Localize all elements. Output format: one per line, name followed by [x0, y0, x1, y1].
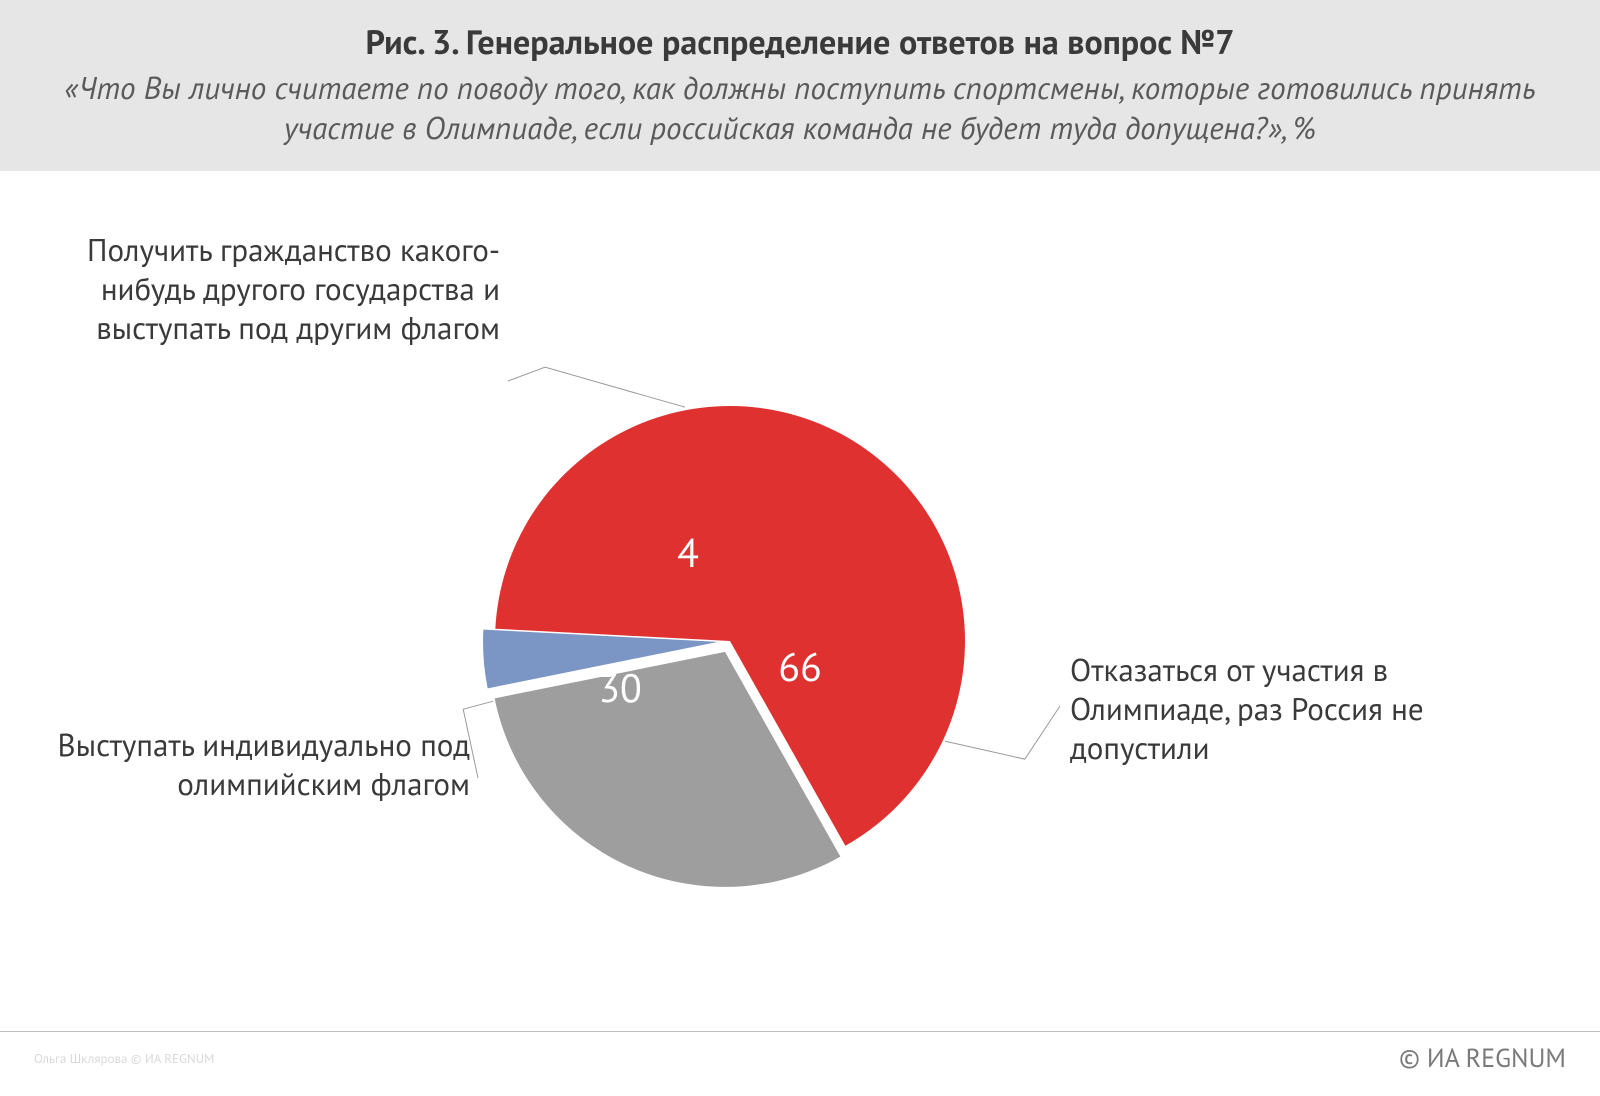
slice-value: 30 — [598, 662, 642, 714]
chart-area: 66 30 4 Отказаться от участия в Олимпиаде,… — [0, 171, 1600, 1031]
chart-subtitle: «Что Вы лично считаете по поводу того, к… — [60, 68, 1540, 147]
leader-line — [945, 706, 1060, 759]
footer: Ольга Шклярова © ИА REGNUM © ИА REGNUM — [0, 1031, 1600, 1075]
slice-value: 4 — [677, 527, 699, 579]
leader-line — [508, 368, 685, 408]
chart-title: Рис. 3. Генеральное распределение ответо… — [60, 20, 1540, 64]
footer-credit-right: © ИА REGNUM — [1399, 1042, 1566, 1075]
slice-label: Отказаться от участия в Олимпиаде, раз Р… — [1070, 651, 1490, 767]
slice-label: Выступать индивидуально под олимпийским … — [30, 726, 470, 804]
slice-value: 66 — [778, 641, 822, 693]
footer-credit-left: Ольга Шклярова © ИА REGNUM — [34, 1050, 214, 1067]
slice-label: Получить гражданство какого-нибудь друго… — [80, 231, 500, 347]
chart-header: Рис. 3. Генеральное распределение ответо… — [0, 0, 1600, 171]
